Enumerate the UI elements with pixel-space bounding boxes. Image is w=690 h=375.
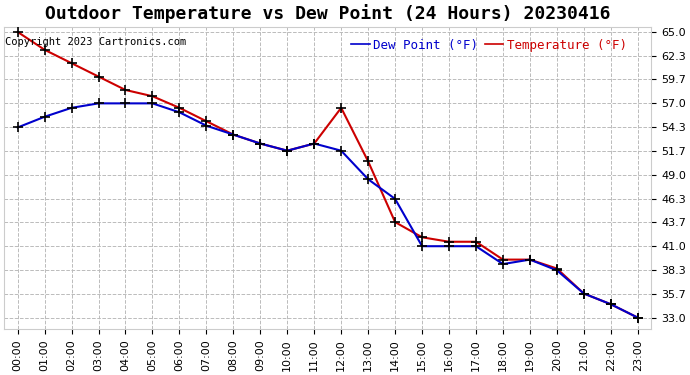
Title: Outdoor Temperature vs Dew Point (24 Hours) 20230416: Outdoor Temperature vs Dew Point (24 Hou… (45, 4, 611, 23)
Legend: Dew Point (°F), Temperature (°F): Dew Point (°F), Temperature (°F) (346, 34, 632, 57)
Text: Copyright 2023 Cartronics.com: Copyright 2023 Cartronics.com (6, 36, 187, 46)
